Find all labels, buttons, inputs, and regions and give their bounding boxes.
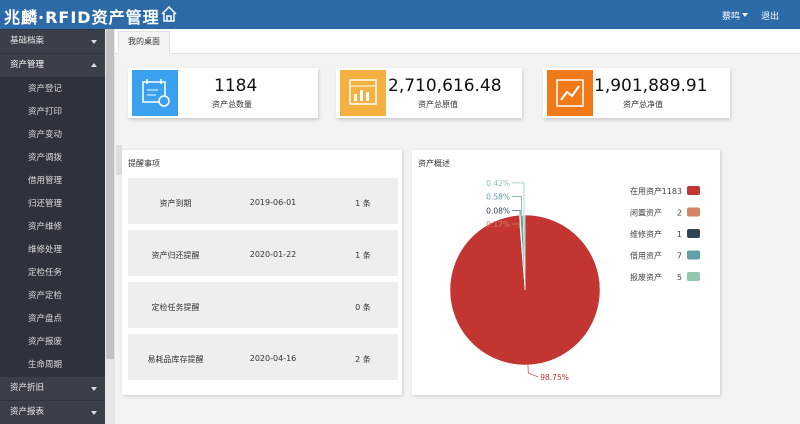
reminder-cell: 2020-04-16 [249, 354, 297, 363]
home-icon[interactable] [160, 5, 178, 23]
leader-line [512, 182, 525, 216]
stat-card: 1,901,889.91 资产总净值 [543, 68, 730, 118]
header: 兆麟·RFID资产管理 蔡鸣 退出 [0, 0, 800, 29]
reminder-cell: 定检任务提醒 [151, 303, 200, 312]
reminder-cell: 1 条 [355, 199, 371, 208]
pie-slice [522, 214, 526, 291]
legend-swatch [687, 186, 700, 195]
reminder-cell: 资产归还提醒 [151, 251, 200, 260]
legend-swatch [687, 229, 700, 238]
stat-label: 资产总净值 [623, 100, 663, 109]
slice-label: 0.08% [486, 206, 510, 215]
icon [547, 70, 593, 116]
icon [132, 70, 178, 116]
stat-value: 1184 [214, 76, 258, 96]
collapse-handle[interactable] [116, 145, 122, 175]
panel-title: 资产概述 [418, 159, 450, 168]
submenu-item[interactable]: 资产维修 [28, 222, 63, 232]
reminder-cell: 0 条 [355, 303, 371, 312]
stat-card: 1184 资产总数量 [128, 68, 318, 118]
menu-item[interactable]: 资产折旧 [0, 377, 105, 400]
slice-label: 0.58% [486, 193, 510, 202]
legend-value: 1 [677, 230, 682, 239]
legend-swatch [687, 207, 700, 217]
overview-panel: 资产概述 98.75% 0.17% 0.08% 0.58% 0.42% 在用资产 1183 闲… [412, 150, 720, 395]
submenu-item[interactable]: 资产报废 [28, 337, 63, 347]
leader-line [512, 215, 520, 225]
submenu-item[interactable]: 资产登记 [28, 84, 63, 94]
submenu-item[interactable]: 生命周期 [28, 360, 63, 370]
menu-arrow [91, 411, 97, 415]
logout[interactable]: 退出 [761, 12, 780, 22]
logo[interactable]: 兆麟·RFID资产管理 [4, 8, 160, 27]
submenu-item[interactable]: 资产打印 [28, 107, 63, 117]
dropdown-arrow [742, 13, 748, 17]
legend-swatch [687, 250, 700, 260]
stat-label: 资产总数量 [212, 100, 252, 109]
menu-arrow [91, 63, 97, 67]
stat-value: 1,901,889.91 [594, 76, 708, 96]
menu-arrow [91, 387, 97, 391]
slice-label: 0.17% [486, 220, 510, 229]
menu-item[interactable]: 基础档案 [0, 30, 105, 53]
reminder-panel: 提醒事项 资产到期 2019-06-01 1 条资产归还提醒 2020-01-22 1 … [122, 150, 402, 395]
reminder-row[interactable]: 易耗品库存提醒 2020-04-16 2 条 [128, 334, 398, 380]
legend-label: 闲置资产 [630, 208, 662, 218]
tab[interactable]: 我的桌面 [118, 31, 170, 54]
stat-label: 资产总原值 [418, 100, 458, 109]
reminder-row[interactable]: 资产归还提醒 2020-01-22 1 条 [128, 230, 398, 276]
submenu-item[interactable]: 借用管理 [28, 176, 63, 186]
legend-value: 1183 [662, 187, 682, 196]
reminder-cell: 2019-06-01 [249, 198, 297, 207]
leader-line [527, 364, 539, 378]
submenu-item[interactable]: 资产变动 [28, 130, 63, 140]
legend-label: 维修资产 [630, 229, 662, 239]
legend-value: 5 [677, 273, 682, 282]
pie-chart: 98.75% 0.17% 0.08% 0.58% 0.42% 在用资产 1183 闲置资产 2 维… [449, 179, 700, 382]
leader-line [512, 209, 521, 216]
leader-line [512, 196, 523, 216]
reminder-cell: 2 条 [355, 355, 371, 364]
legend-label: 报废资产 [630, 272, 662, 282]
menu-item[interactable]: 资产报表 [0, 401, 105, 424]
submenu-item[interactable]: 维修处理 [28, 245, 63, 255]
legend-swatch [687, 272, 700, 281]
stat-card: 2,710,616.48 资产总原值 [336, 68, 522, 118]
scroll-thumb[interactable] [106, 29, 114, 359]
reminder-cell: 易耗品库存提醒 [147, 355, 204, 364]
reminder-row[interactable]: 定检任务提醒 0 条 [128, 282, 398, 328]
legend-value: 2 [677, 209, 682, 218]
slice-label: 98.75% [540, 373, 569, 382]
slice-label: 0.42% [486, 179, 510, 188]
legend-value: 7 [677, 252, 682, 261]
reminder-cell: 2020-01-22 [249, 250, 297, 259]
submenu-item[interactable]: 资产定检 [28, 291, 63, 301]
reminder-row[interactable]: 资产到期 2019-06-01 1 条 [128, 178, 398, 224]
reminder-cell: 资产到期 [159, 199, 192, 208]
user-menu[interactable]: 蔡鸣 [722, 12, 741, 22]
icon [340, 70, 386, 116]
tab-bar [115, 29, 800, 54]
submenu-item[interactable]: 定检任务 [28, 268, 63, 278]
legend-label: 在用资产 [630, 186, 662, 196]
menu-arrow [91, 40, 97, 44]
submenu-item[interactable]: 资产盘点 [28, 314, 63, 324]
submenu-item[interactable]: 资产调拨 [28, 153, 63, 163]
legend-label: 借用资产 [630, 251, 662, 261]
stat-value: 2,710,616.48 [388, 76, 502, 96]
sidebar: 基础档案 资产管理资产登记资产打印资产变动资产调拨借用管理归还管理资产维修维修处理… [0, 29, 105, 424]
menu-item[interactable]: 资产管理 [0, 54, 105, 77]
panel-title: 提醒事项 [128, 159, 160, 168]
submenu-item[interactable]: 归还管理 [28, 199, 63, 209]
reminder-cell: 1 条 [355, 251, 371, 260]
